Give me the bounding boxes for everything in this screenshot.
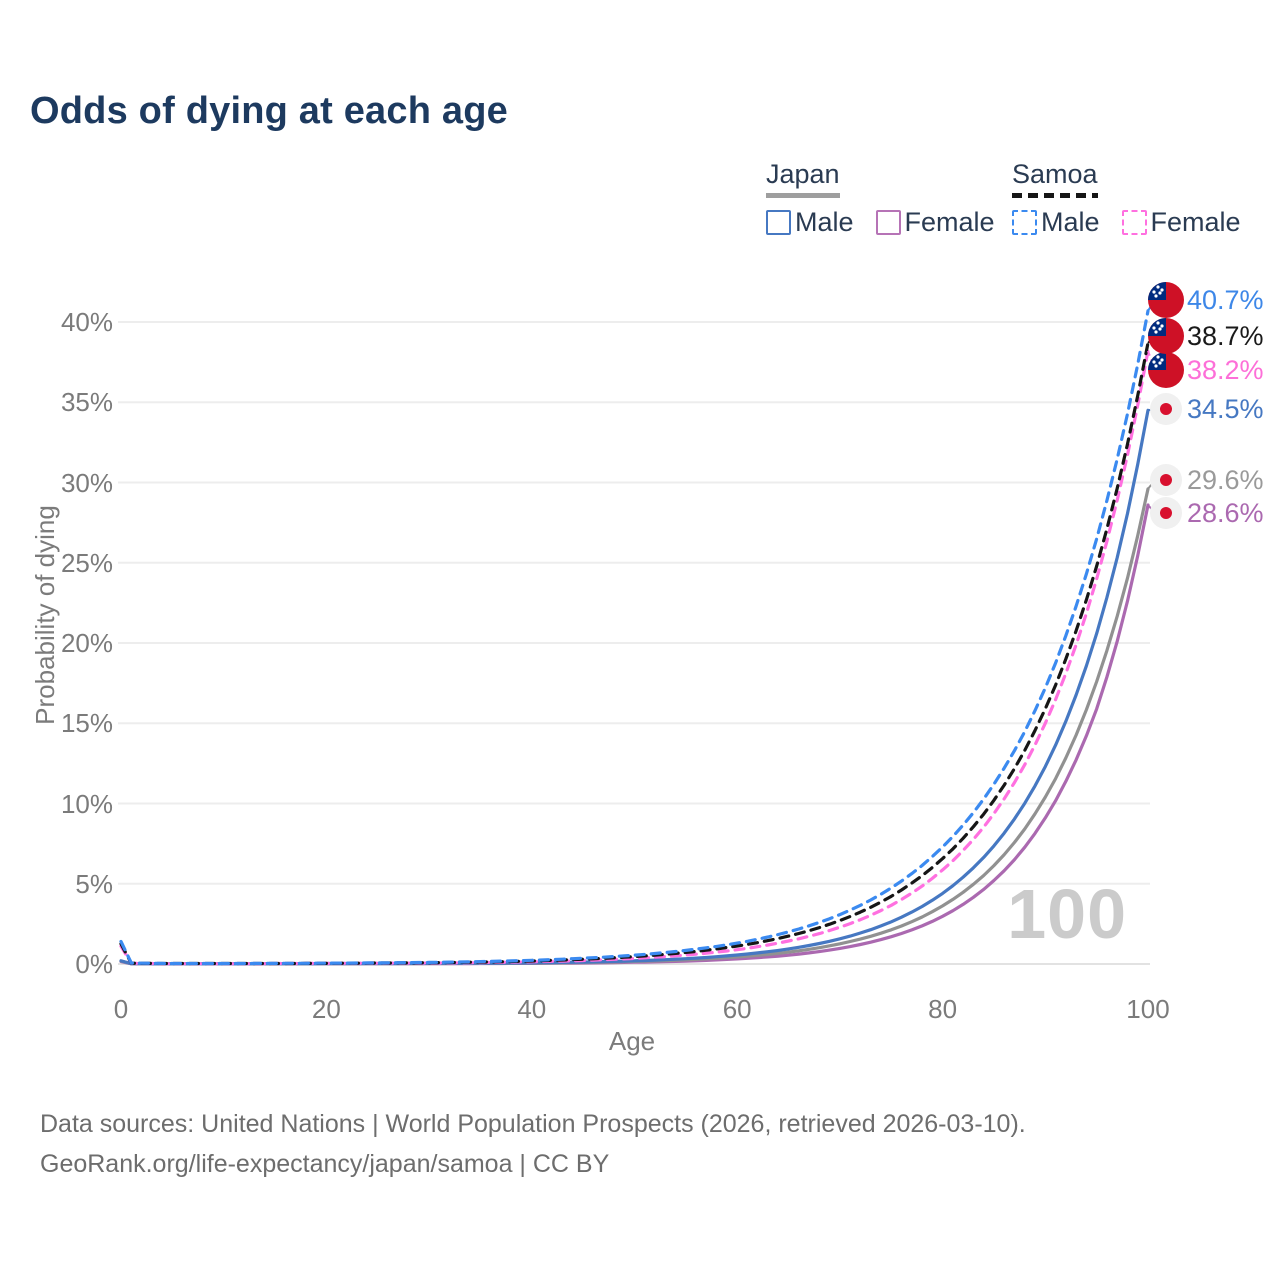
x-tick-label: 60 xyxy=(722,994,752,1024)
legend-item-label: Female xyxy=(1150,207,1241,237)
x-tick-label: 40 xyxy=(517,994,547,1024)
age-counter-watermark: 100 xyxy=(1007,875,1127,953)
flag-marker-japan xyxy=(1150,497,1182,529)
x-axis-title: Age xyxy=(608,1026,656,1056)
legend-checkbox-japan-male[interactable] xyxy=(766,210,791,235)
legend-item-samoa-female[interactable]: Female xyxy=(1121,207,1241,238)
legend-group-label-samoa: Samoa xyxy=(1012,159,1098,189)
x-tick-label: 100 xyxy=(1126,994,1170,1024)
legend-item-samoa-male[interactable]: Male xyxy=(1012,207,1100,238)
y-tick-label: 10% xyxy=(60,788,113,819)
legend-group-samoa: Samoa Male Female xyxy=(1012,160,1241,238)
flag-marker-samoa xyxy=(1148,318,1184,354)
end-label-samoa-female: 38.2% xyxy=(1187,355,1264,385)
series-line-japan-female xyxy=(119,503,1150,966)
series-group xyxy=(119,309,1150,966)
x-tick-label: 80 xyxy=(928,994,958,1024)
footer-source-line: Data sources: United Nations | World Pop… xyxy=(40,1110,1026,1138)
series-line-samoa xyxy=(119,341,1150,966)
legend-item-label: Female xyxy=(904,207,995,237)
legend-item-label: Male xyxy=(795,207,854,237)
legend-checkbox-samoa-female[interactable] xyxy=(1121,210,1147,235)
flag-marker-japan xyxy=(1150,464,1182,496)
x-tick-label: 0 xyxy=(113,994,129,1024)
y-tick-label: 25% xyxy=(60,547,113,578)
series-line-japan xyxy=(119,487,1150,966)
end-label-japan: 29.6% xyxy=(1187,465,1264,495)
footer-license-line: GeoRank.org/life-expectancy/japan/samoa … xyxy=(40,1150,610,1178)
y-tick-label: 40% xyxy=(60,307,113,337)
flag-marker-samoa xyxy=(1148,352,1184,388)
end-label-samoa-male: 40.7% xyxy=(1187,285,1264,315)
flag-markers-group xyxy=(1148,282,1184,529)
legend-item-japan-male[interactable]: Male xyxy=(766,207,854,238)
series-line-samoa-female xyxy=(119,349,1150,966)
legend-item-label: Male xyxy=(1041,207,1100,237)
y-tick-label: 15% xyxy=(60,708,113,739)
legend-checkbox-samoa-male[interactable] xyxy=(1012,210,1037,235)
end-label-samoa: 38.7% xyxy=(1187,321,1264,351)
x-tick-label: 20 xyxy=(311,994,341,1024)
y-tick-label: 20% xyxy=(60,628,113,658)
y-tick-label: 0% xyxy=(75,949,113,979)
footer: Data sources: United Nations | World Pop… xyxy=(40,1104,1240,1184)
y-tick-label: 5% xyxy=(75,868,113,899)
y-tick-label: 35% xyxy=(60,387,113,418)
end-label-japan-female: 28.6% xyxy=(1187,498,1264,528)
y-tick-label: 30% xyxy=(60,467,113,498)
legend-item-japan-female[interactable]: Female xyxy=(875,207,995,238)
legend-group-label-japan: Japan xyxy=(766,159,840,189)
gridlines-group xyxy=(118,321,1150,965)
legend-group-japan: Japan Male Female xyxy=(766,160,995,238)
legend-line-sample-japan xyxy=(766,193,840,198)
chart-title: Odds of dying at each age xyxy=(30,90,508,132)
flag-marker-japan xyxy=(1150,393,1182,425)
series-line-samoa-male xyxy=(119,309,1150,966)
flag-marker-samoa xyxy=(1148,282,1184,318)
legend-line-sample-samoa xyxy=(1012,193,1098,198)
end-label-japan-male: 34.5% xyxy=(1187,394,1264,424)
legend: Japan Male Female Samoa Male Female xyxy=(0,0,1280,250)
legend-checkbox-japan-female[interactable] xyxy=(875,210,901,235)
